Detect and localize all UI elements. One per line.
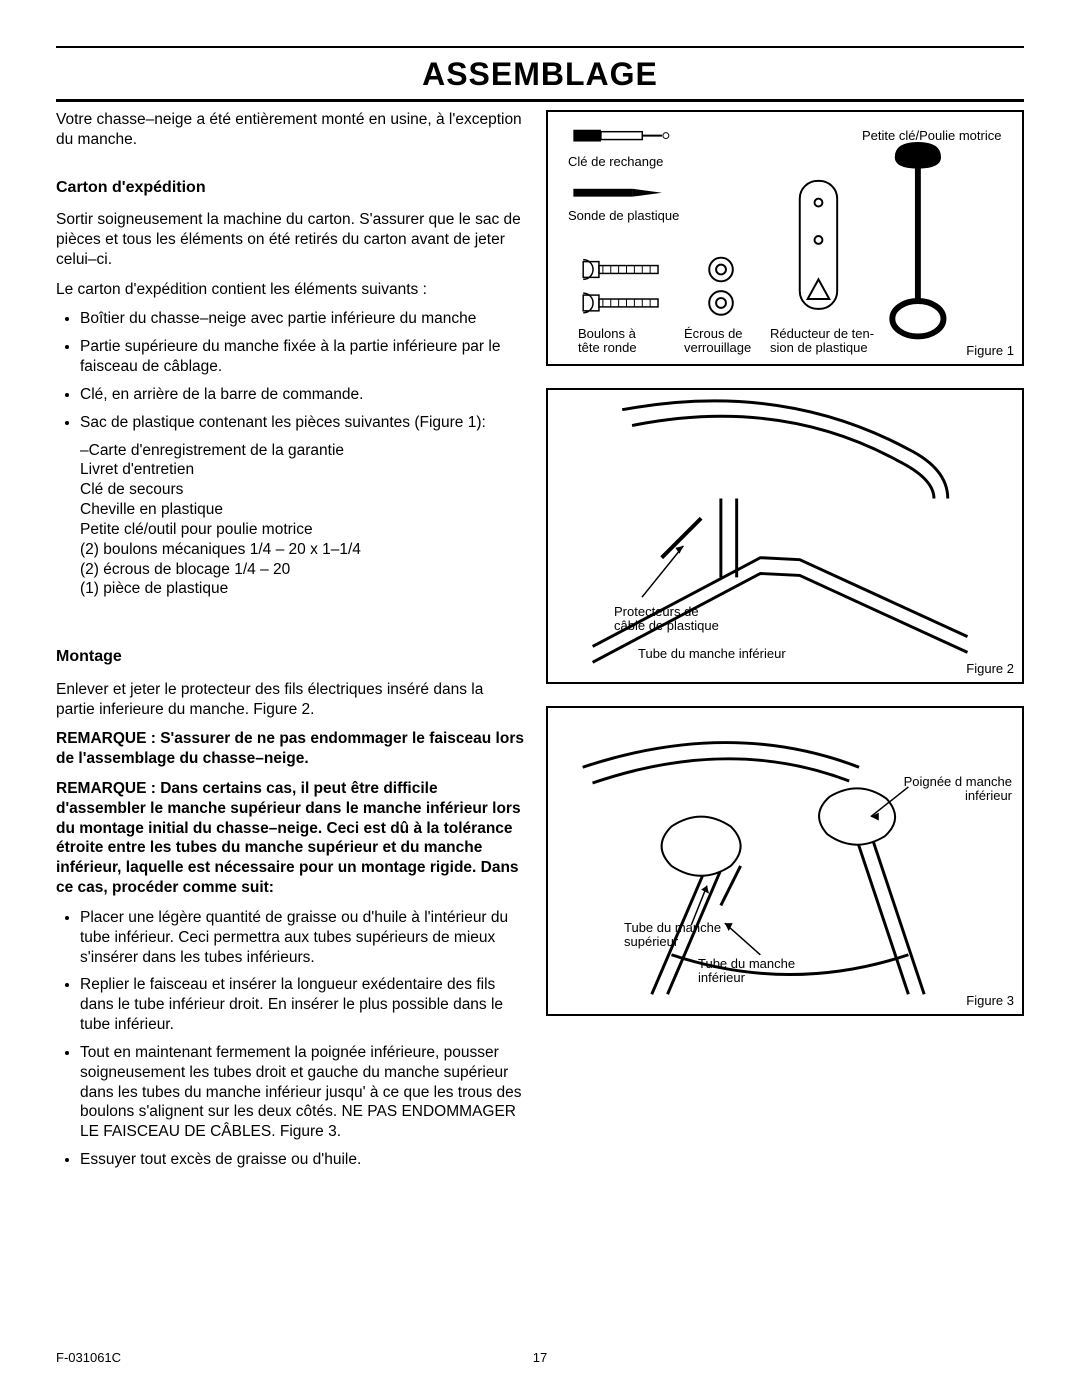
section1-heading: Carton d'expédition: [56, 178, 526, 198]
fig2-caption: Figure 2: [966, 661, 1014, 676]
fig1-label-smallkey: Petite clé/Poulie motrice: [862, 128, 1012, 143]
page-title: ASSEMBLAGE: [56, 56, 1024, 93]
section2-p1: Enlever et jeter le protecteur des fils …: [56, 680, 526, 720]
list-item: Sac de plastique contenant les pièces su…: [80, 413, 526, 433]
list-item: Cheville en plastique: [80, 500, 526, 520]
fig3-label-lt2: inférieur: [698, 970, 745, 985]
intro-para: Votre chasse–neige a été entièrement mon…: [56, 110, 526, 150]
section2-note1: REMARQUE : S'assurer de ne pas endommage…: [56, 729, 526, 769]
section1-sublist: –Carte d'enregistrement de la garantie L…: [80, 441, 526, 600]
list-item: (1) pièce de plastique: [80, 579, 526, 599]
fig1-label-tension2: sion de plastique: [770, 340, 868, 355]
figure-3: Poignée d manche inférieur Tube du manch…: [546, 706, 1024, 1016]
fig3-label-ut1: Tube du manche: [624, 920, 721, 935]
list-item: Clé de secours: [80, 480, 526, 500]
list-item: Petite clé/outil pour poulie motrice: [80, 520, 526, 540]
list-item: Essuyer tout excès de graisse ou d'huile…: [80, 1150, 526, 1170]
list-item: Partie supérieure du manche fixée à la p…: [80, 337, 526, 377]
fig1-label-bolts1: Boulons à: [578, 326, 636, 341]
figure-2: Protecteurs de câble de plastique Tube d…: [546, 388, 1024, 684]
fig3-label-ut2: supérieur: [624, 934, 678, 949]
fig2-label-lowertube: Tube du manche inférieur: [638, 646, 786, 661]
list-item: Clé, en arrière de la barre de commande.: [80, 385, 526, 405]
fig3-label-lh2: inférieur: [965, 788, 1012, 803]
fig1-label-nuts2: verrouillage: [684, 340, 751, 355]
fig1-caption: Figure 1: [966, 343, 1014, 358]
fig3-caption: Figure 3: [966, 993, 1014, 1008]
fig1-label-tension1: Réducteur de ten-: [770, 326, 874, 341]
fig1-label-nuts1: Écrous de: [684, 326, 743, 341]
list-item: Boîtier du chasse–neige avec partie infé…: [80, 309, 526, 329]
list-item: (2) boulons mécaniques 1/4 – 20 x 1–1/4: [80, 540, 526, 560]
footer: F-031061C 17: [56, 1350, 1024, 1365]
right-column: Clé de rechange Sonde de plastique Boulo…: [546, 110, 1024, 1178]
fig1-label-bolts2: tête ronde: [578, 340, 637, 355]
footer-page: 17: [533, 1350, 547, 1365]
section2-bullets: Placer une légère quantité de graisse ou…: [56, 908, 526, 1170]
left-column: Votre chasse–neige a été entièrement mon…: [56, 110, 526, 1178]
list-item: (2) écrous de blocage 1/4 – 20: [80, 560, 526, 580]
section1-p2: Le carton d'expédition contient les élém…: [56, 280, 526, 300]
list-item: Livret d'entretien: [80, 460, 526, 480]
section2-note2: REMARQUE : Dans certains cas, il peut êt…: [56, 779, 526, 898]
list-item: Placer une légère quantité de graisse ou…: [80, 908, 526, 967]
list-item: Tout en maintenant fermement la poignée …: [80, 1043, 526, 1142]
fig2-label-prot1: Protecteurs de: [614, 604, 699, 619]
list-item: –Carte d'enregistrement de la garantie: [80, 441, 526, 461]
footer-doc: F-031061C: [56, 1350, 121, 1365]
section1-bullets: Boîtier du chasse–neige avec partie infé…: [56, 309, 526, 599]
fig1-label-spare-key: Clé de rechange: [568, 154, 663, 169]
section1-p1: Sortir soigneusement la machine du carto…: [56, 210, 526, 269]
figure-1: Clé de rechange Sonde de plastique Boulo…: [546, 110, 1024, 366]
fig2-label-prot2: câble de plastique: [614, 618, 719, 633]
fig3-label-lt1: Tube du manche: [698, 956, 795, 971]
list-item: Replier le faisceau et insérer la longue…: [80, 975, 526, 1034]
section2-heading: Montage: [56, 647, 526, 667]
fig1-label-probe: Sonde de plastique: [568, 208, 679, 223]
fig3-label-lh1: Poignée d manche: [904, 774, 1012, 789]
figure-2-svg: [548, 390, 1022, 682]
